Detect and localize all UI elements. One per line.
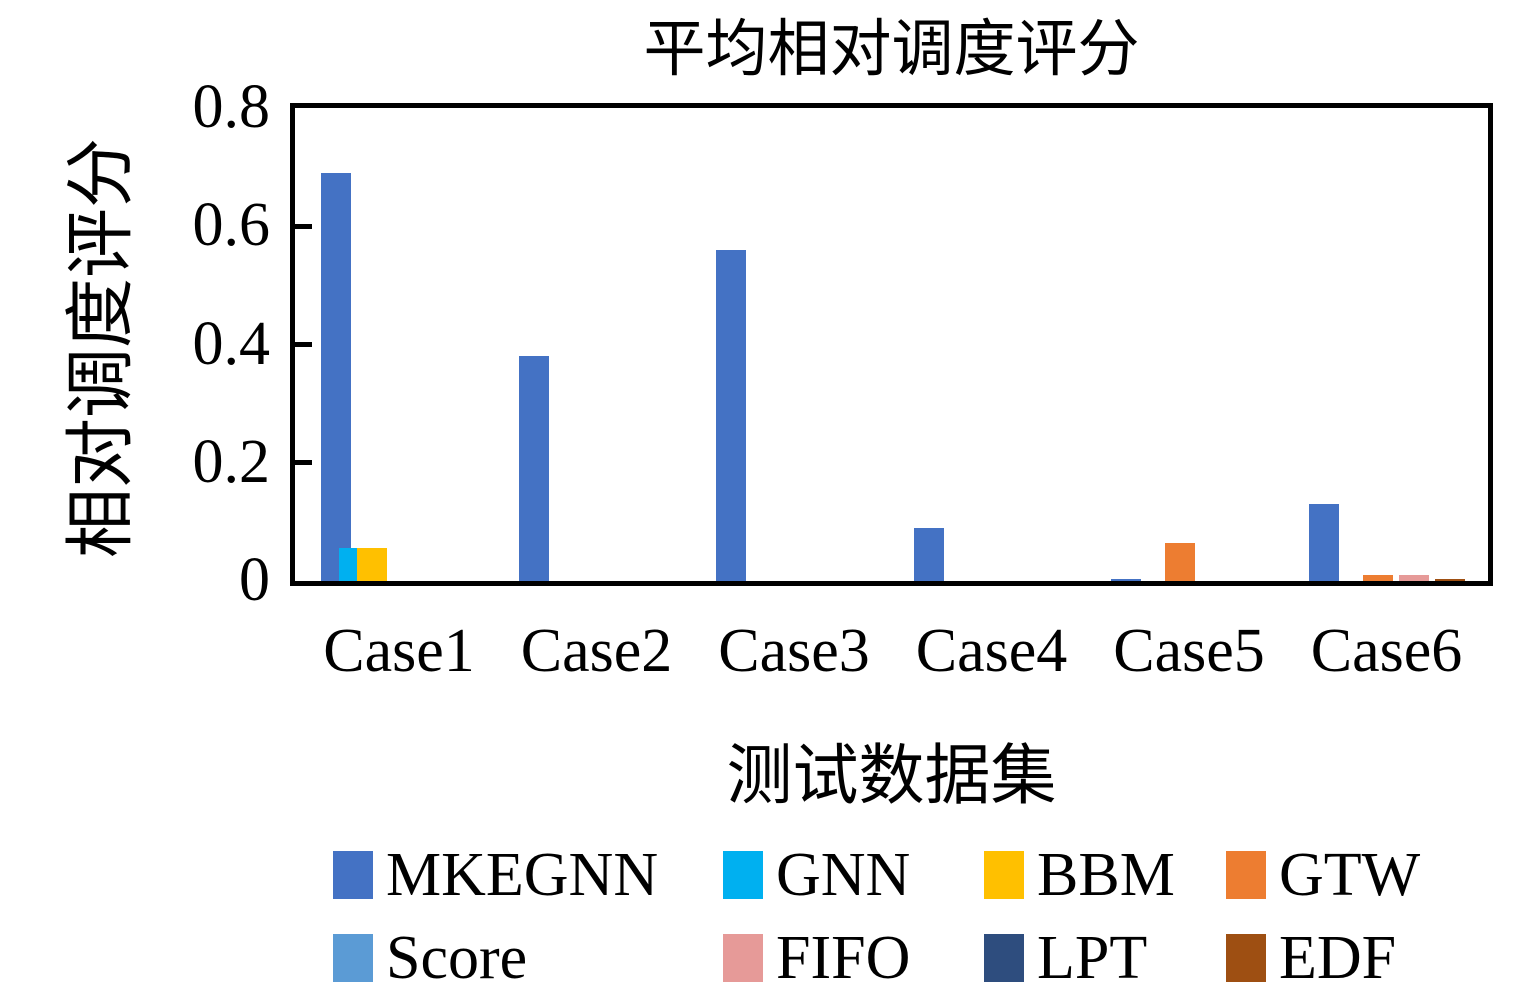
bar-EDF-Case6 [1434, 578, 1465, 581]
legend-item-FIFO: FIFO [723, 927, 910, 989]
bar-GTW-Case5 [1165, 542, 1195, 581]
legend-label: BBM [1037, 841, 1175, 909]
bar-MKEGNN-Case3 [716, 249, 746, 581]
bar-MKEGNN-Case5 [1111, 579, 1141, 581]
chart-title: 平均相对调度评分 [643, 16, 1140, 84]
x-axis-title: 测试数据集 [726, 740, 1057, 813]
legend-item-EDF: EDF [1226, 927, 1396, 989]
bar-MKEGNN-Case6 [1308, 504, 1339, 581]
legend-label: LPT [1037, 924, 1148, 992]
legend-swatch-LPT [984, 934, 1024, 982]
bar-MKEGNN-Case4 [913, 527, 944, 581]
legend-swatch-FIFO [723, 934, 763, 982]
legend-item-MKEGNN: MKEGNN [333, 844, 658, 906]
legend-swatch-MKEGNN [333, 851, 373, 899]
legend-item-GNN: GNN [723, 844, 910, 906]
y-tick-label: 0 [239, 545, 270, 614]
x-tick-label: Case2 [520, 617, 673, 685]
bar-BBM-Case1 [357, 548, 387, 581]
legend-swatch-BBM [984, 851, 1024, 899]
x-tick-label: Case6 [1310, 617, 1463, 685]
bar-MKEGNN-Case2 [518, 356, 549, 581]
legend-label: Score [386, 924, 528, 992]
y-tick-label: 0.6 [192, 191, 271, 260]
legend-item-Score: Score [333, 927, 527, 989]
legend-item-LPT: LPT [984, 927, 1147, 989]
legend-label: FIFO [776, 924, 911, 992]
x-tick-label: Case1 [323, 617, 475, 685]
legend-item-GTW: GTW [1226, 844, 1420, 906]
legend-swatch-Score [333, 934, 373, 982]
legend-label: EDF [1279, 924, 1397, 992]
legend-swatch-GNN [723, 851, 763, 899]
legend-swatch-GTW [1226, 851, 1266, 899]
y-tick-label: 0.4 [192, 309, 271, 378]
x-tick-label: Case3 [718, 617, 870, 685]
y-axis-title: 相对调度评分 [63, 138, 141, 558]
y-tick-mark [295, 223, 312, 229]
x-tick-label: Case5 [1113, 617, 1265, 685]
bar-FIFO-Case6 [1398, 575, 1429, 581]
legend-label: MKEGNN [386, 841, 659, 909]
legend-swatch-EDF [1226, 934, 1266, 982]
legend-label: GTW [1279, 841, 1421, 909]
plot-area [290, 103, 1493, 586]
y-tick-label: 0.8 [192, 72, 271, 141]
legend-item-BBM: BBM [984, 844, 1175, 906]
y-tick-mark [295, 460, 312, 466]
y-tick-label: 0.2 [192, 427, 271, 496]
bar-GTW-Case6 [1362, 575, 1393, 581]
legend-label: GNN [776, 841, 911, 909]
bar-MKEGNN-Case1 [321, 173, 351, 581]
y-tick-mark [295, 342, 312, 347]
x-tick-label: Case4 [915, 617, 1068, 685]
